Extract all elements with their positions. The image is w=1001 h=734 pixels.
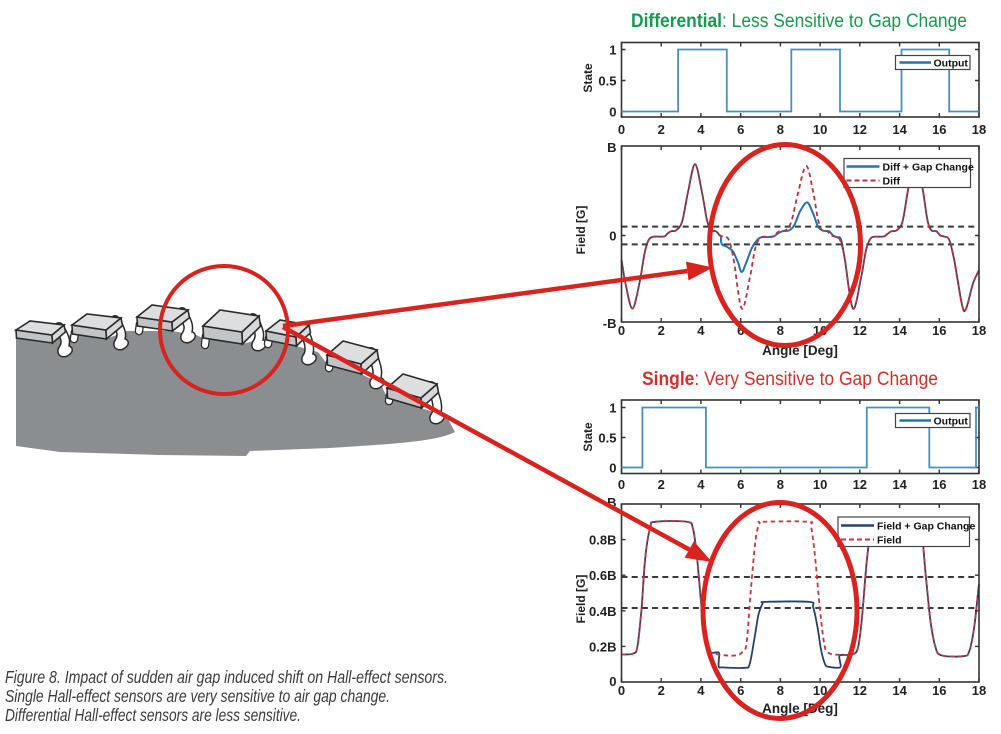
svg-text:0: 0 xyxy=(618,477,625,492)
svg-text:1: 1 xyxy=(609,43,616,58)
svg-text:14: 14 xyxy=(892,122,907,137)
svg-text:2: 2 xyxy=(658,683,665,698)
svg-text:10: 10 xyxy=(813,477,827,492)
svg-text:0.5: 0.5 xyxy=(598,74,616,89)
svg-text:0: 0 xyxy=(609,105,616,120)
svg-text:0.2B: 0.2B xyxy=(589,639,616,654)
svg-text:16: 16 xyxy=(932,683,946,698)
svg-text:Output: Output xyxy=(934,58,969,70)
svg-text:State: State xyxy=(581,63,595,93)
svg-text:0: 0 xyxy=(618,122,625,137)
svg-text:0: 0 xyxy=(618,323,625,338)
svg-text:10: 10 xyxy=(813,683,827,698)
svg-text:2: 2 xyxy=(658,122,665,137)
svg-text:8: 8 xyxy=(777,323,784,338)
svg-text:0: 0 xyxy=(609,229,616,244)
svg-text:0: 0 xyxy=(618,683,625,698)
svg-text:0: 0 xyxy=(609,461,616,476)
svg-text:0.5: 0.5 xyxy=(598,431,616,446)
svg-text:Diff: Diff xyxy=(883,176,901,188)
svg-text:18: 18 xyxy=(972,122,986,137)
svg-text:16: 16 xyxy=(932,323,946,338)
svg-text:4: 4 xyxy=(697,122,705,137)
svg-text:14: 14 xyxy=(892,683,907,698)
svg-text:Output: Output xyxy=(934,416,969,428)
svg-text:1: 1 xyxy=(609,401,616,416)
svg-text:6: 6 xyxy=(737,477,744,492)
svg-text:4: 4 xyxy=(697,683,705,698)
svg-text:12: 12 xyxy=(853,477,867,492)
svg-text:8: 8 xyxy=(777,477,784,492)
svg-text:14: 14 xyxy=(892,323,907,338)
svg-text:Differential: Less Sensitive t: Differential: Less Sensitive to Gap Chan… xyxy=(631,11,967,32)
svg-text:6: 6 xyxy=(737,323,744,338)
svg-text:12: 12 xyxy=(853,122,867,137)
svg-text:0: 0 xyxy=(609,674,616,689)
svg-text:12: 12 xyxy=(853,323,867,338)
svg-text:6: 6 xyxy=(737,683,744,698)
svg-text:2: 2 xyxy=(658,323,665,338)
svg-text:Differential Hall-effect senso: Differential Hall-effect sensors are les… xyxy=(5,705,301,725)
svg-text:6: 6 xyxy=(737,122,744,137)
svg-text:10: 10 xyxy=(813,122,827,137)
svg-text:Single Hall-effect sensors are: Single Hall-effect sensors are very sens… xyxy=(5,686,390,706)
svg-text:Single: Very Sensitive to Gap: Single: Very Sensitive to Gap Change xyxy=(642,369,938,390)
svg-text:4: 4 xyxy=(697,323,705,338)
svg-text:18: 18 xyxy=(972,683,986,698)
svg-text:14: 14 xyxy=(892,477,907,492)
svg-text:Figure 8. Impact of sudden air: Figure 8. Impact of sudden air gap induc… xyxy=(5,667,448,687)
svg-text:0.6B: 0.6B xyxy=(589,568,616,583)
svg-text:B: B xyxy=(607,140,616,155)
svg-text:16: 16 xyxy=(932,122,946,137)
svg-text:12: 12 xyxy=(853,683,867,698)
svg-text:8: 8 xyxy=(777,683,784,698)
svg-text:-B: -B xyxy=(603,316,617,331)
svg-text:0.4B: 0.4B xyxy=(589,604,616,619)
svg-text:4: 4 xyxy=(697,477,705,492)
svg-text:Field [G]: Field [G] xyxy=(574,575,588,624)
svg-text:B: B xyxy=(607,495,616,510)
svg-text:0.8B: 0.8B xyxy=(589,533,616,548)
svg-text:Field + Gap Change: Field + Gap Change xyxy=(877,521,975,533)
svg-text:8: 8 xyxy=(777,122,784,137)
svg-text:State: State xyxy=(581,422,595,452)
svg-text:Field: Field xyxy=(877,535,902,547)
svg-text:2: 2 xyxy=(658,477,665,492)
svg-text:Field [G]: Field [G] xyxy=(574,206,588,255)
svg-text:16: 16 xyxy=(932,477,946,492)
svg-text:18: 18 xyxy=(972,323,986,338)
svg-text:Diff + Gap Change: Diff + Gap Change xyxy=(883,162,974,174)
svg-text:18: 18 xyxy=(972,477,986,492)
